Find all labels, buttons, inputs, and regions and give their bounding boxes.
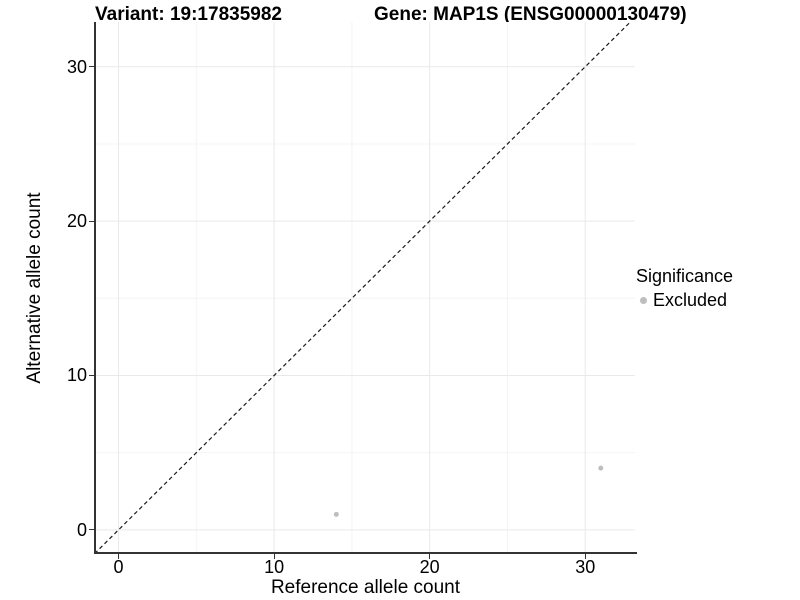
y-axis-line [94,22,96,554]
plot-panel [96,22,635,553]
x-axis-line [94,552,637,554]
x-tick-mark [118,554,120,559]
data-point [333,511,339,517]
legend-item-excluded: Excluded [636,290,733,311]
x-tick-mark [273,554,275,559]
y-tick-label: 0 [76,519,87,540]
x-tick-mark [584,554,586,559]
x-tick-mark [429,554,431,559]
x-tick-label: 0 [113,557,124,577]
x-tick-label: 20 [419,557,440,577]
y-tick-mark [89,374,94,376]
y-axis-label: Alternative allele count [24,192,45,384]
legend-item-label: Excluded [653,290,728,310]
data-point [598,465,604,471]
identity-reference-line [96,22,632,553]
y-tick-mark [89,529,94,531]
legend-point-icon [640,297,647,304]
y-tick-mark [89,220,94,222]
legend-title: Significance [636,266,734,286]
legend: Significance Excluded [636,266,733,311]
x-tick-label: 10 [264,557,285,577]
y-tick-label: 30 [66,56,87,77]
gene-title: Gene: MAP1S (ENSG00000130479) [374,4,687,25]
y-tick-label: 20 [66,211,87,232]
x-tick-label: 30 [575,557,596,577]
x-axis-label: Reference allele count [270,577,461,598]
y-tick-mark [89,66,94,68]
variant-title: Variant: 19:17835982 [95,4,282,25]
scatter-plot-svg [96,22,635,553]
y-tick-label: 10 [66,365,87,386]
